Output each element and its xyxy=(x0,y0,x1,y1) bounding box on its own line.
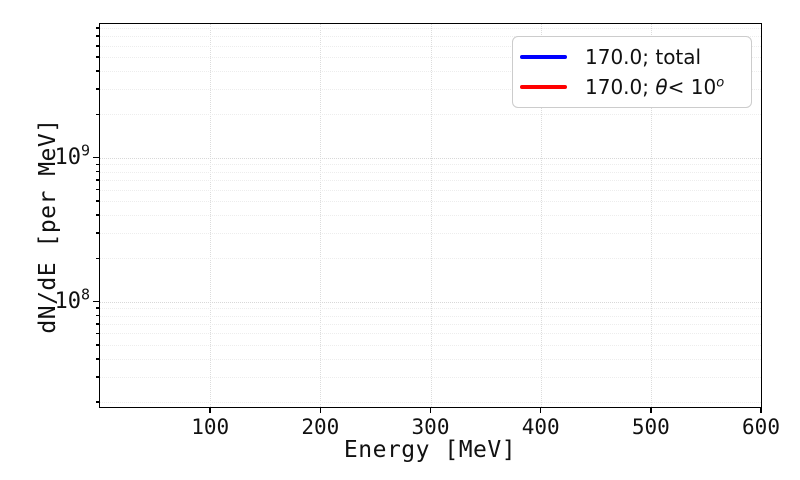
grid-line-h-minor xyxy=(100,27,761,29)
grid-line-v xyxy=(761,24,762,407)
legend-label: 170.0; θ< 10o xyxy=(585,75,724,99)
legend-item: 170.0; θ< 10o xyxy=(520,75,743,99)
y-tick-minor xyxy=(96,257,100,259)
grid-line-h-minor xyxy=(100,308,761,310)
y-tick-minor xyxy=(96,344,100,346)
x-tick-label: 100 xyxy=(191,415,230,439)
legend-label: 170.0; total xyxy=(585,45,701,69)
y-tick-minor xyxy=(96,232,100,234)
x-axis-label: Energy [MeV] xyxy=(343,437,517,463)
y-tick-minor xyxy=(96,332,100,335)
y-tick-minor xyxy=(96,214,100,216)
grid-line-h-major xyxy=(100,157,761,159)
grid-line-h-minor xyxy=(100,189,761,191)
y-tick-exponent: 9 xyxy=(80,141,90,160)
legend-label-part: < 10 xyxy=(667,75,717,99)
x-tick-label: 600 xyxy=(742,415,780,439)
y-tick-minor xyxy=(96,70,100,72)
legend: 170.0; total 170.0; θ< 10o xyxy=(512,36,752,108)
grid-line-h-minor xyxy=(100,214,761,216)
legend-label-superscript: o xyxy=(716,75,724,90)
x-tick xyxy=(209,407,211,413)
grid-line-h-minor xyxy=(100,232,761,234)
grid-line-h-major xyxy=(100,301,761,303)
y-tick-minor xyxy=(96,314,100,317)
grid-line-h-minor xyxy=(100,323,761,325)
grid-line-h-minor xyxy=(100,71,761,73)
y-tick-minor xyxy=(96,113,100,116)
y-tick-minor xyxy=(96,323,100,325)
x-tick xyxy=(429,407,432,413)
x-tick-label: 200 xyxy=(301,415,340,439)
y-tick-minor xyxy=(96,401,100,403)
grid-line-h-minor xyxy=(100,36,761,38)
x-tick xyxy=(760,407,762,413)
y-tick-minor xyxy=(96,163,100,166)
legend-label-part: o xyxy=(716,75,725,91)
grid-line-h-minor xyxy=(100,114,761,116)
y-tick-label: 109 xyxy=(54,143,90,170)
x-tick-label: 500 xyxy=(631,415,670,439)
y-tick-minor xyxy=(96,45,100,47)
y-tick-minor xyxy=(96,376,100,378)
x-tick xyxy=(319,407,322,413)
legend-color-line xyxy=(520,54,567,60)
y-tick-minor xyxy=(96,56,100,58)
grid-line-h-minor xyxy=(100,171,761,173)
x-tick xyxy=(539,407,542,413)
y-tick-major xyxy=(93,300,100,303)
x-tick-label: 400 xyxy=(521,415,560,439)
grid-line-h-minor xyxy=(100,164,761,166)
legend-item: 170.0; total xyxy=(520,45,743,69)
y-tick-minor xyxy=(96,188,100,191)
y-tick-major xyxy=(93,156,100,159)
grid-line-h-minor xyxy=(100,45,761,47)
y-tick-minor xyxy=(96,35,100,37)
grid-line-h-minor xyxy=(100,344,761,346)
y-tick-minor xyxy=(96,27,100,29)
legend-color-line xyxy=(520,84,567,90)
x-tick xyxy=(650,407,652,413)
grid-line-h-minor xyxy=(100,333,761,335)
grid-line-h-minor xyxy=(100,402,761,404)
y-tick-minor xyxy=(96,170,100,173)
y-tick-label: 108 xyxy=(54,287,90,314)
legend-label-part: 170.0; xyxy=(585,75,656,99)
y-tick-exponent: 8 xyxy=(80,285,90,304)
legend-label-part: θ xyxy=(655,75,668,99)
x-tick-label: 300 xyxy=(411,415,450,439)
grid-line-h-minor xyxy=(100,201,761,203)
y-tick-base: 10 xyxy=(54,144,81,170)
legend-label-part: 170.0; total xyxy=(585,45,702,69)
y-tick-base: 10 xyxy=(54,288,81,314)
grid-line-h-minor xyxy=(100,358,761,360)
grid-line-h-minor xyxy=(100,179,761,181)
y-tick-minor xyxy=(96,88,100,90)
grid-line-h-minor xyxy=(100,376,761,378)
y-tick-minor xyxy=(96,358,100,360)
grid-line-h-minor xyxy=(100,258,761,260)
y-tick-minor xyxy=(96,307,100,309)
y-tick-minor xyxy=(96,179,100,181)
grid-line-h-minor xyxy=(100,57,761,59)
y-tick-minor xyxy=(96,200,100,202)
grid-line-h-minor xyxy=(100,89,761,91)
grid-line-h-minor xyxy=(100,315,761,317)
